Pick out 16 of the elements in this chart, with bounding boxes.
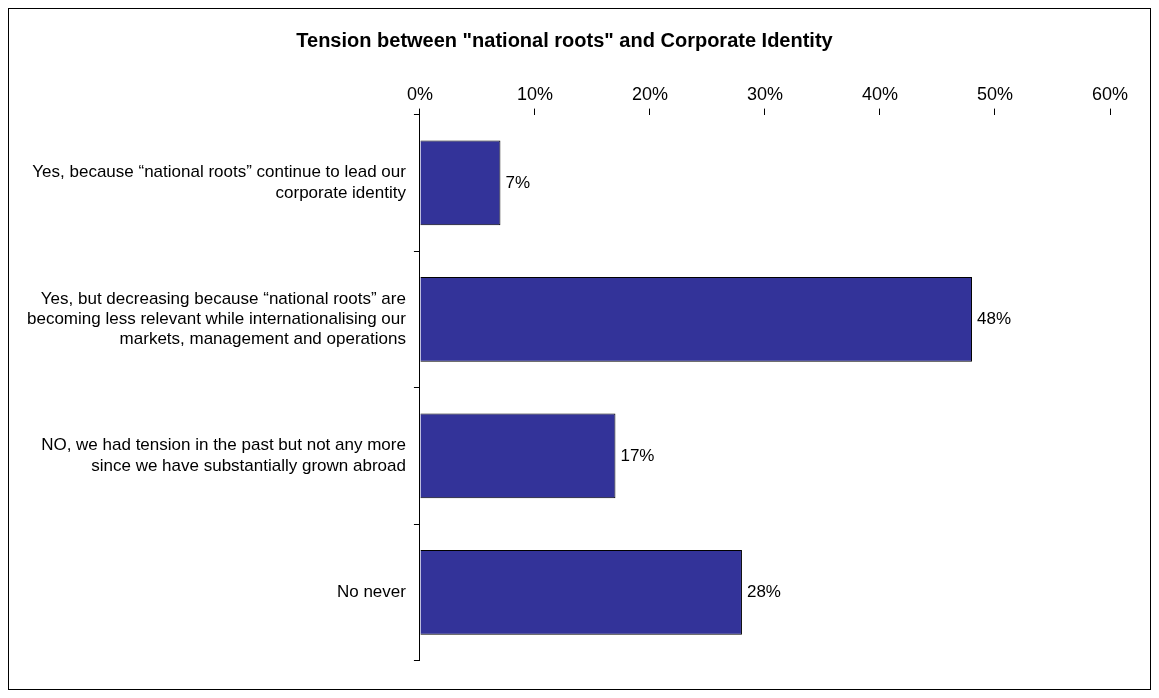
- y-tick-label: Yes, but decreasing because “national roots” are becoming less relevant while internationalising our markets, management and operations: [26, 288, 407, 349]
- x-tick-label: 60%: [1091, 83, 1129, 104]
- data-label: 7%: [505, 172, 531, 192]
- x-tick-label: 30%: [746, 83, 783, 104]
- data-label: 17%: [620, 445, 655, 465]
- x-tick-label: 50%: [976, 83, 1013, 104]
- x-tick-label: 0%: [406, 83, 433, 104]
- data-label: 28%: [746, 582, 781, 602]
- x-tick-label: 10%: [516, 83, 553, 104]
- chart-title: Tension between "national roots" and Corporate Identity: [296, 28, 834, 51]
- y-tick-label: NO, we had tension in the past but not any more since we have substantially grown abroad: [41, 435, 406, 475]
- y-tick-label: No never: [336, 582, 407, 602]
- data-label: 48%: [976, 309, 1012, 329]
- x-tick-label: 20%: [631, 83, 668, 104]
- x-tick-label: 40%: [861, 83, 898, 104]
- y-tick-label: Yes, because “national roots” continue to lead our corporate identity: [32, 162, 407, 202]
